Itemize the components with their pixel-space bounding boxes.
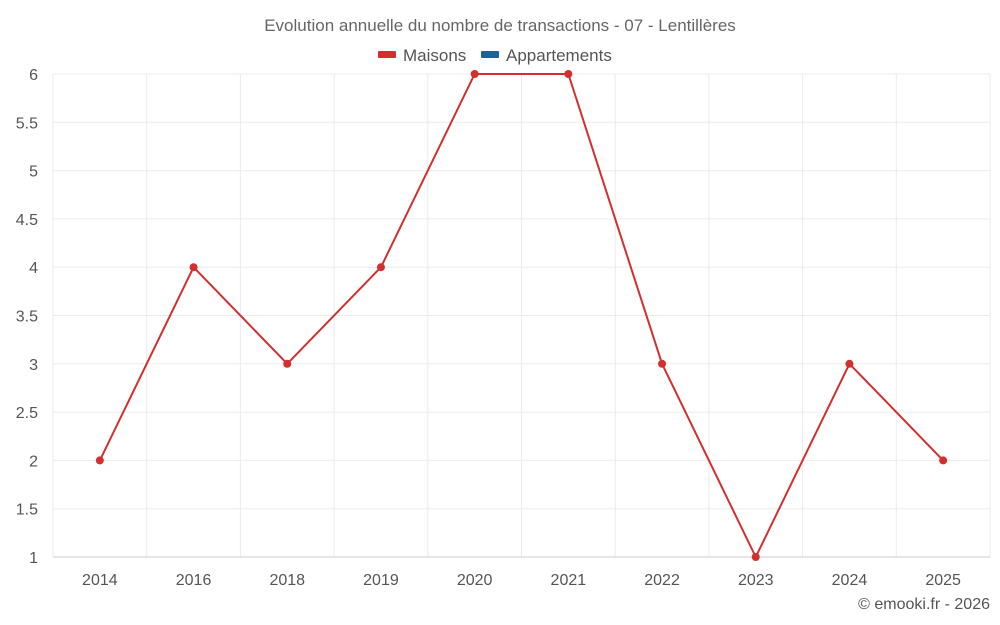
y-tick-label: 5.5 bbox=[16, 115, 38, 132]
y-tick-label: 5 bbox=[29, 164, 38, 181]
x-axis-ticks: 2014 2016 2018 2019 2020 2021 2022 2023 2024 2025 bbox=[82, 572, 961, 589]
legend: Maisons Appartements bbox=[378, 46, 612, 65]
series-layer bbox=[95, 70, 948, 561]
x-tick-label: 2025 bbox=[925, 572, 961, 589]
y-axis-ticks: 1 1.5 2 2.5 3 3.5 4 4.5 5 5.5 6 bbox=[16, 67, 38, 567]
x-tick-label: 2022 bbox=[644, 572, 680, 589]
y-tick-label: 1 bbox=[29, 550, 38, 567]
y-tick-label: 3 bbox=[29, 357, 38, 374]
data-point-maisons-2014[interactable] bbox=[95, 456, 104, 465]
data-point-maisons-2022[interactable] bbox=[658, 359, 667, 368]
credit-text: © emooki.fr - 2026 bbox=[858, 596, 990, 613]
y-tick-label: 2.5 bbox=[16, 405, 38, 422]
data-point-maisons-2025[interactable] bbox=[939, 456, 948, 465]
y-tick-label: 1.5 bbox=[16, 502, 38, 519]
y-tick-label: 4.5 bbox=[16, 212, 38, 229]
legend-label-maisons: Maisons bbox=[403, 46, 466, 65]
chart-title: Evolution annuelle du nombre de transact… bbox=[264, 16, 736, 35]
y-tick-label: 2 bbox=[29, 453, 38, 470]
x-tick-label: 2020 bbox=[457, 572, 493, 589]
x-tick-label: 2016 bbox=[176, 572, 212, 589]
legend-label-appartements: Appartements bbox=[506, 46, 612, 65]
x-tick-label: 2018 bbox=[269, 572, 305, 589]
legend-swatch-appartements bbox=[481, 51, 499, 58]
y-tick-label: 4 bbox=[29, 260, 38, 277]
data-point-maisons-2023[interactable] bbox=[751, 553, 760, 561]
legend-swatch-maisons bbox=[378, 51, 396, 58]
x-tick-label: 2014 bbox=[82, 572, 118, 589]
x-tick-label: 2019 bbox=[363, 572, 399, 589]
x-tick-label: 2021 bbox=[551, 572, 587, 589]
legend-item-appartements[interactable]: Appartements bbox=[481, 46, 612, 65]
data-point-maisons-2016[interactable] bbox=[189, 263, 198, 272]
x-tick-label: 2023 bbox=[738, 572, 774, 589]
legend-item-maisons[interactable]: Maisons bbox=[378, 46, 466, 65]
data-point-maisons-2020[interactable] bbox=[470, 70, 479, 78]
data-point-maisons-2024[interactable] bbox=[845, 359, 854, 368]
y-tick-label: 3.5 bbox=[16, 309, 38, 326]
x-tick-label: 2024 bbox=[832, 572, 868, 589]
y-tick-label: 6 bbox=[29, 67, 38, 84]
data-point-maisons-2019[interactable] bbox=[376, 263, 385, 272]
data-point-maisons-2018[interactable] bbox=[283, 359, 292, 368]
series-line-maisons bbox=[98, 73, 944, 558]
data-point-maisons-2021[interactable] bbox=[564, 70, 573, 78]
